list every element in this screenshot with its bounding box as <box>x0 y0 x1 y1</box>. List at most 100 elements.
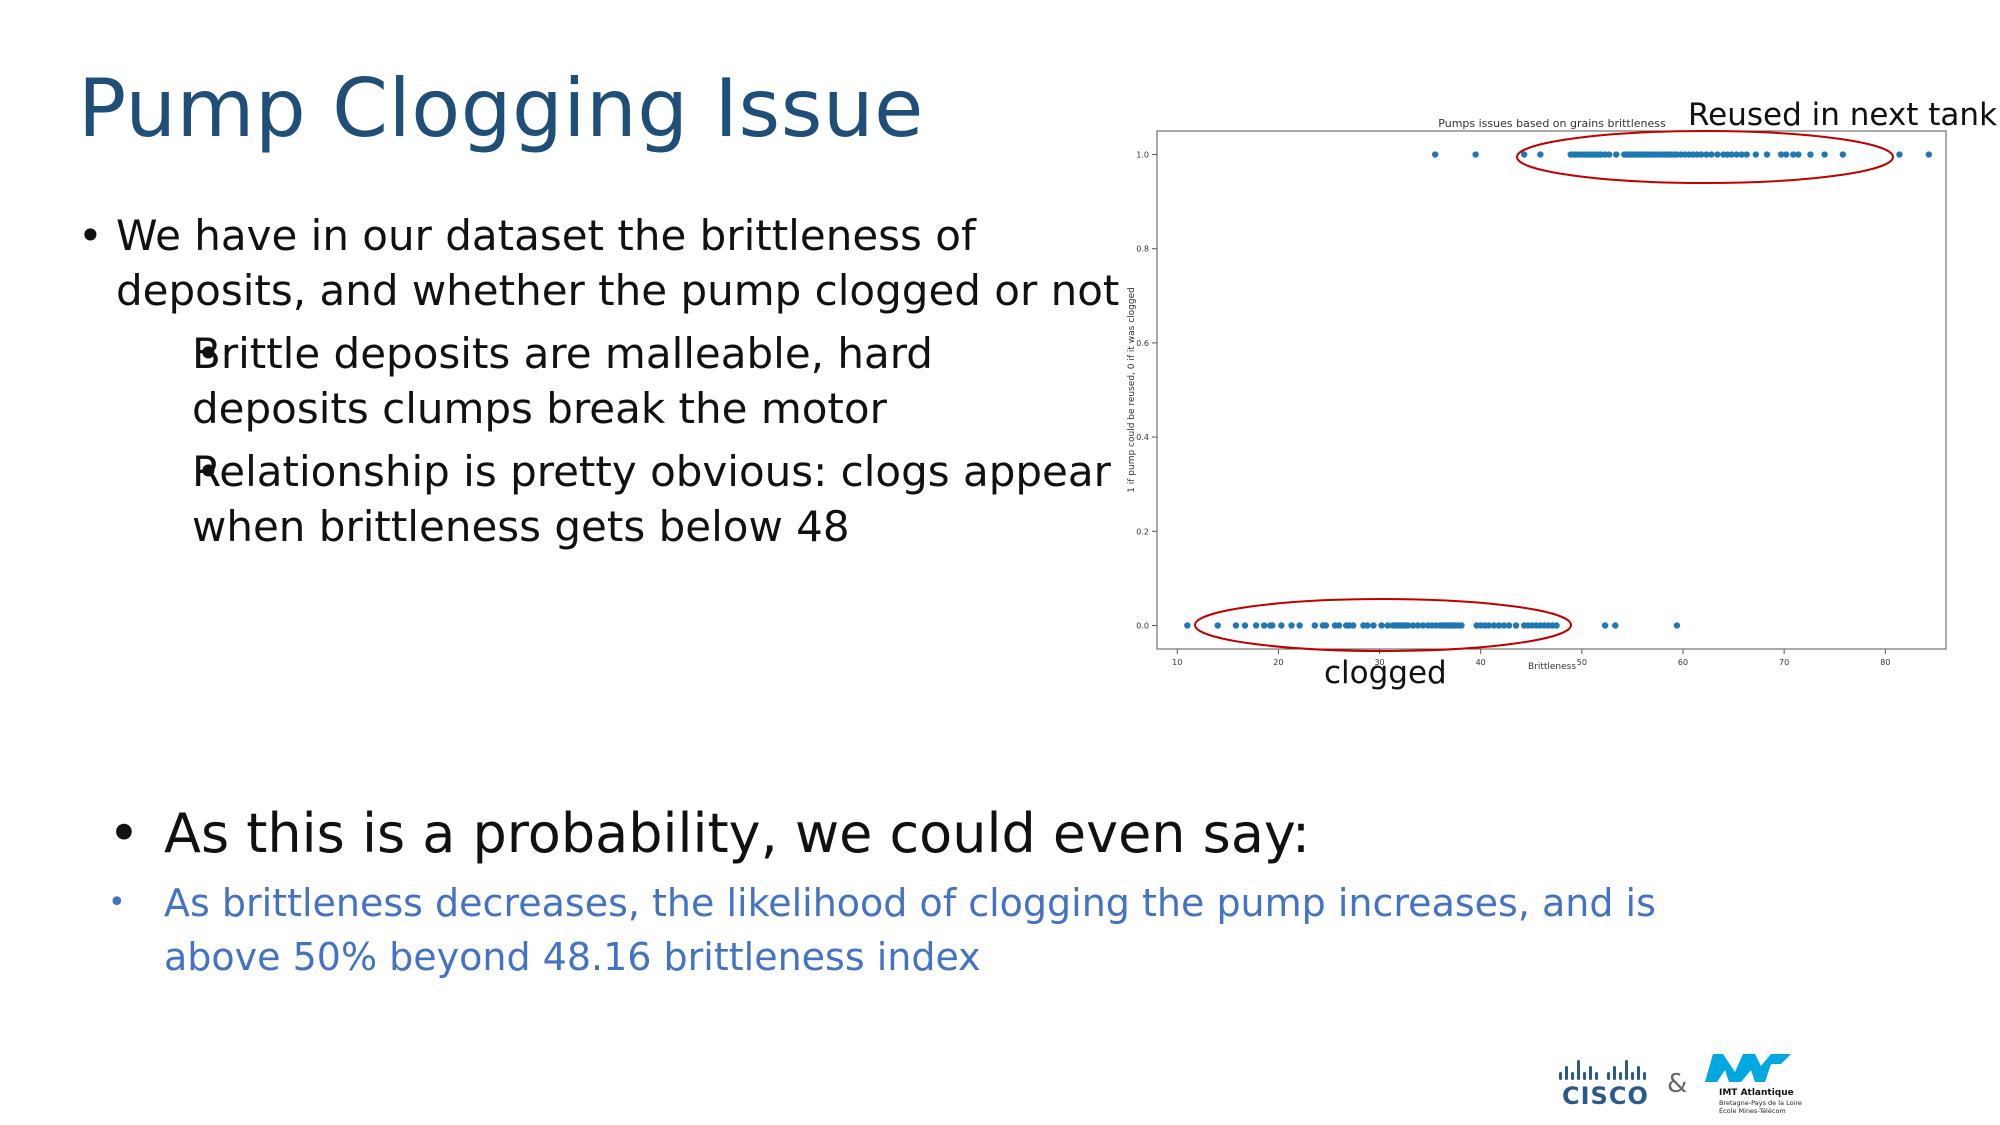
reused-annotation: Reused in next tank <box>1688 97 1997 133</box>
cisco-bar <box>1583 1072 1586 1080</box>
cisco-bar <box>1637 1066 1640 1080</box>
bullet-relationship: Relationship is pretty obvious: clogs ap… <box>116 444 1120 554</box>
data-point <box>1612 622 1619 629</box>
main-bullet-list: We have in our dataset the brittleness o… <box>70 208 1120 554</box>
bullet-brittle-deposits: Brittle deposits are malleable, hard dep… <box>116 326 1120 436</box>
data-point <box>1777 151 1785 158</box>
data-point <box>1241 622 1249 629</box>
data-point <box>1703 151 1710 158</box>
x-tick-label: 20 <box>1273 658 1283 667</box>
cisco-bar <box>1607 1072 1610 1080</box>
data-point <box>1409 622 1417 629</box>
data-point <box>1512 622 1520 629</box>
x-tick-label: 10 <box>1172 658 1182 667</box>
imt-subtitle-2: École Mines-Télécom <box>1719 1106 1786 1115</box>
data-point <box>1763 151 1771 158</box>
bullet-dataset: We have in our dataset the brittleness o… <box>70 208 1120 554</box>
data-point <box>1419 622 1427 629</box>
y-tick-label: 0.2 <box>1136 527 1149 536</box>
data-point <box>1214 622 1221 629</box>
data-point <box>1743 151 1750 158</box>
cisco-bar <box>1625 1060 1628 1080</box>
data-point <box>1553 622 1560 629</box>
x-tick-label: 60 <box>1678 658 1688 667</box>
secondary-bullet-list: As this is a probability, we could even … <box>100 800 1700 984</box>
clogged-highlight-ellipse <box>1194 598 1572 652</box>
data-point <box>1458 622 1465 629</box>
data-point <box>1278 622 1285 629</box>
page-title: Pump Clogging Issue <box>78 62 924 155</box>
y-axis-ticks: 0.0 0.2 0.4 0.6 0.8 1.0 <box>1136 151 1157 630</box>
data-point <box>1708 151 1715 158</box>
imt-subtitle-1: Bretagne-Pays de la Loire <box>1719 1099 1802 1107</box>
cisco-bar <box>1559 1072 1562 1080</box>
data-point <box>1698 151 1705 158</box>
y-tick-label: 0.0 <box>1136 621 1149 630</box>
x-axis-label: Brittleness <box>1528 662 1576 672</box>
cisco-bar <box>1565 1066 1568 1080</box>
data-point <box>1782 151 1790 158</box>
imt-atlantique-logo: IMT Atlantique Bretagne-Pays de la Loire… <box>1705 1054 1802 1115</box>
bullet-likelihood-text: As brittleness decreases, the likelihood… <box>164 881 1656 979</box>
data-point <box>1364 622 1371 629</box>
cisco-bar <box>1595 1072 1598 1080</box>
cisco-bars-icon <box>1559 1060 1646 1080</box>
data-point <box>1821 151 1828 158</box>
cisco-bar <box>1631 1072 1634 1080</box>
imt-wordmark: IMT Atlantique <box>1719 1088 1794 1098</box>
data-point <box>1404 622 1412 629</box>
y-tick-label: 1.0 <box>1136 151 1149 160</box>
cisco-bar <box>1577 1060 1580 1080</box>
data-point <box>1605 151 1613 158</box>
bullet-relationship-text: Relationship is pretty obvious: clogs ap… <box>192 447 1111 551</box>
bullet-likelihood: As brittleness decreases, the likelihood… <box>100 876 1700 984</box>
sub-bullet-list: Brittle deposits are malleable, hard dep… <box>116 326 1120 554</box>
data-point <box>1269 622 1276 629</box>
imt-shape-icon <box>1705 1054 1791 1082</box>
x-tick-label: 40 <box>1476 658 1486 667</box>
y-tick-label: 0.6 <box>1136 339 1149 348</box>
data-point <box>1378 622 1385 629</box>
data-point <box>1673 622 1681 629</box>
x-tick-label: 50 <box>1577 658 1587 667</box>
data-points <box>1184 151 1933 629</box>
reused-highlight-ellipse <box>1516 130 1894 184</box>
cisco-bar <box>1589 1066 1592 1080</box>
data-point <box>1714 151 1721 158</box>
y-tick-label: 0.8 <box>1136 245 1149 254</box>
x-tick-label: 30 <box>1374 658 1384 667</box>
y-tick-label: 0.4 <box>1136 433 1149 442</box>
data-point <box>1288 622 1295 629</box>
logo-group: CISCO & IMT Atlantique Bretagne-Pays de … <box>1559 1054 1802 1115</box>
data-point <box>1261 622 1268 629</box>
data-point <box>1252 622 1260 629</box>
ampersand: & <box>1667 1069 1687 1099</box>
data-point <box>1807 151 1814 158</box>
y-axis-label: 1 if pump could be reused, 0 if it was c… <box>1127 287 1137 493</box>
bullet-brittle-deposits-text: Brittle deposits are malleable, hard dep… <box>192 329 933 433</box>
data-point <box>1790 151 1797 158</box>
data-point <box>1384 622 1391 629</box>
data-point <box>1414 622 1422 629</box>
data-point <box>1500 622 1508 629</box>
data-point <box>1613 151 1620 158</box>
data-point <box>1296 622 1303 629</box>
data-point <box>1370 622 1377 629</box>
data-point <box>1311 622 1318 629</box>
data-point <box>1738 151 1745 158</box>
data-point <box>1184 622 1191 629</box>
bullet-dataset-text: We have in our dataset the brittleness o… <box>116 211 1120 315</box>
data-point <box>1350 622 1357 629</box>
x-axis-ticks: 10 20 30 40 50 60 70 80 <box>1172 649 1890 667</box>
plot-frame <box>1156 130 1947 650</box>
data-point <box>1232 622 1240 629</box>
clogged-annotation: clogged <box>1324 655 1447 691</box>
data-point <box>1537 151 1544 158</box>
data-point <box>1322 622 1330 629</box>
data-point <box>1520 151 1528 158</box>
cisco-logo: CISCO <box>1559 1060 1648 1110</box>
data-point <box>1795 151 1802 158</box>
data-point <box>1925 151 1933 158</box>
bullet-probability: As this is a probability, we could even … <box>100 800 1700 868</box>
cisco-bar <box>1571 1072 1574 1080</box>
